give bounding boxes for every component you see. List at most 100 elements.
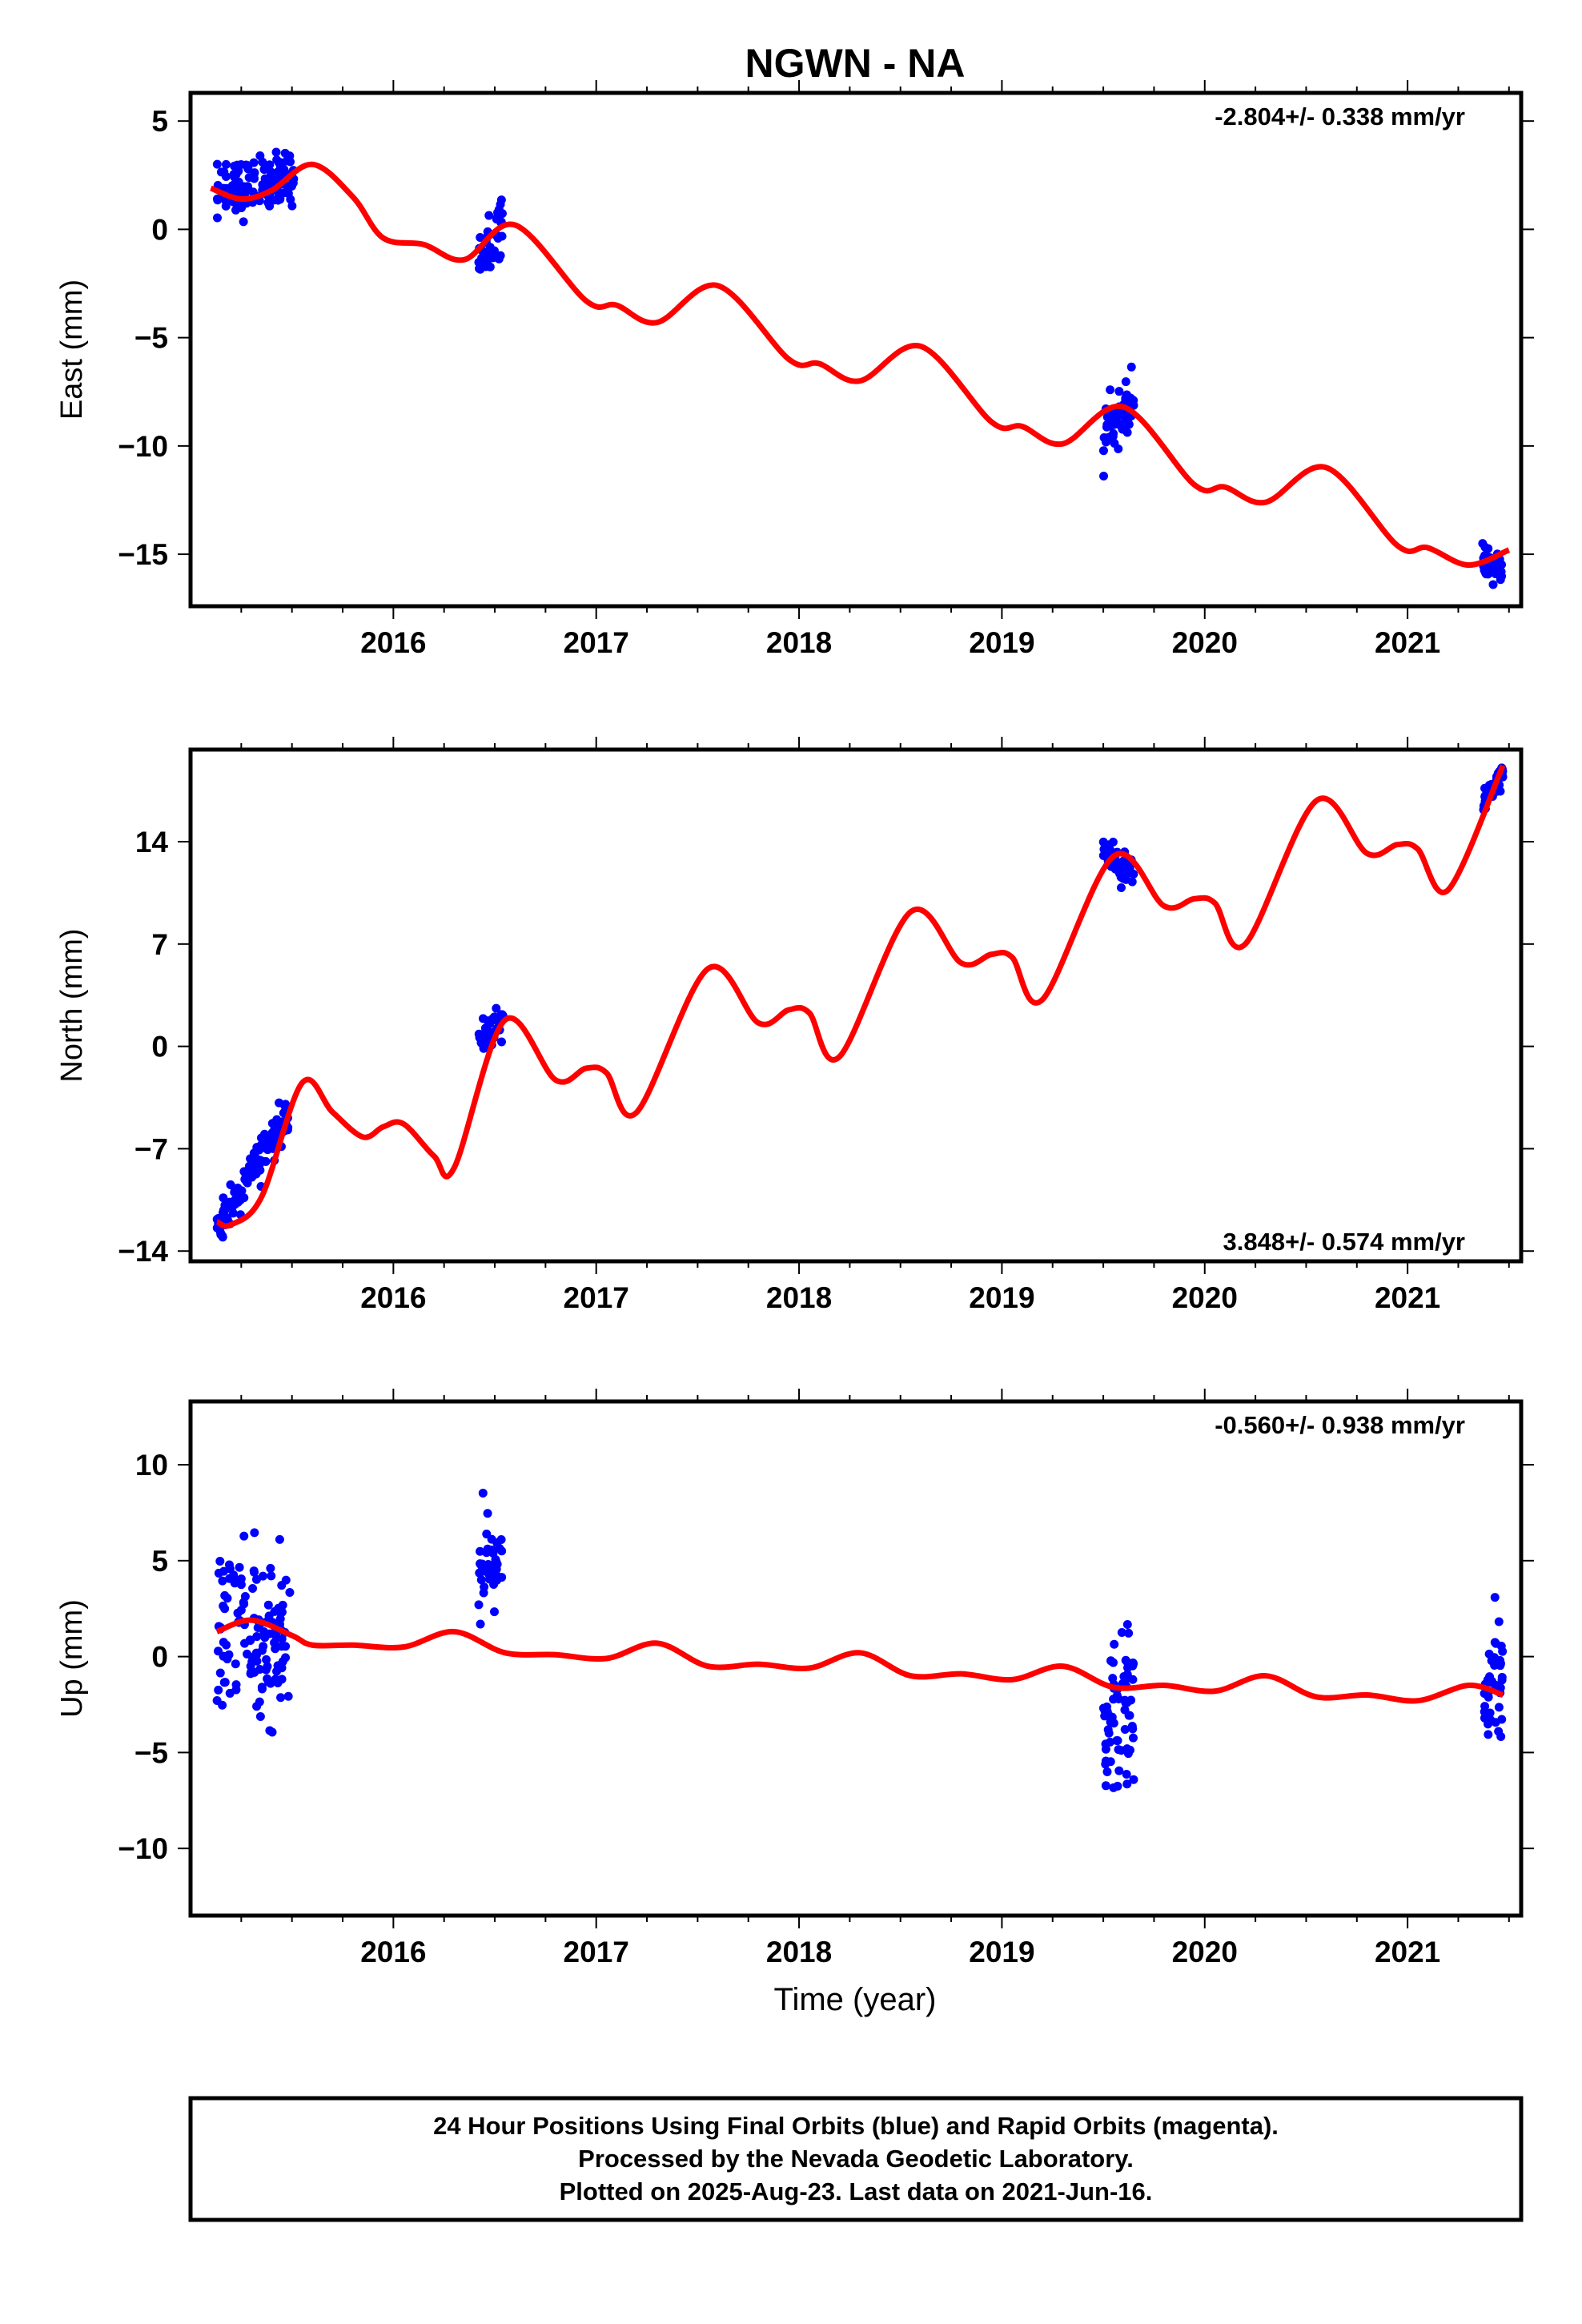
data-point xyxy=(212,159,222,169)
data-point xyxy=(484,211,494,220)
footer-line-2: Processed by the Nevada Geodetic Laborat… xyxy=(578,2145,1134,2173)
data-point xyxy=(218,1232,227,1242)
data-point xyxy=(1106,420,1115,430)
data-point xyxy=(1122,1696,1132,1706)
data-point xyxy=(212,1696,222,1706)
data-point xyxy=(220,1678,230,1687)
data-point xyxy=(1498,1647,1508,1656)
data-point xyxy=(219,1193,228,1203)
data-point xyxy=(268,1629,278,1638)
data-point xyxy=(219,1638,228,1647)
data-point xyxy=(1122,1779,1132,1789)
data-point xyxy=(246,1662,255,1671)
y-axis-label: Up (mm) xyxy=(55,1599,89,1718)
data-point xyxy=(225,1564,235,1574)
data-point xyxy=(475,258,484,267)
chart-title: NGWN - NA xyxy=(745,41,966,86)
data-point xyxy=(263,1677,273,1687)
data-point xyxy=(263,161,273,171)
data-point xyxy=(231,1680,241,1690)
data-point xyxy=(281,1100,291,1109)
data-point xyxy=(267,1134,277,1144)
data-point xyxy=(235,1193,244,1203)
data-point xyxy=(243,164,253,174)
data-point xyxy=(1098,446,1108,456)
data-point xyxy=(485,243,495,252)
data-point xyxy=(476,1037,486,1047)
data-point xyxy=(214,1685,223,1695)
x-tick-label: 2016 xyxy=(360,1936,426,1968)
data-points xyxy=(212,1488,1508,1792)
data-point xyxy=(497,1573,507,1582)
data-point xyxy=(1116,872,1126,882)
data-point xyxy=(283,1691,293,1701)
data-point xyxy=(229,183,239,193)
data-point xyxy=(1488,580,1498,589)
x-tick-label: 2016 xyxy=(360,626,426,659)
y-tick-label: 14 xyxy=(135,826,169,858)
data-point xyxy=(1126,362,1136,372)
data-point xyxy=(476,264,485,274)
data-point xyxy=(250,174,259,183)
data-point xyxy=(243,1178,252,1188)
footer-line-1: 24 Hour Positions Using Final Orbits (bl… xyxy=(433,2112,1279,2140)
data-point xyxy=(251,1574,261,1584)
data-point xyxy=(1490,1593,1500,1602)
y-tick-label: −10 xyxy=(118,1832,168,1865)
data-point xyxy=(220,1590,230,1600)
data-point xyxy=(1494,1703,1504,1712)
data-point xyxy=(1107,1712,1117,1722)
y-tick-label: 5 xyxy=(151,105,168,138)
data-point xyxy=(215,1557,225,1566)
data-point xyxy=(273,1124,283,1134)
data-point xyxy=(283,183,293,192)
data-point xyxy=(212,213,222,223)
data-point xyxy=(1116,1746,1126,1755)
data-point xyxy=(1114,387,1124,396)
data-point xyxy=(248,1584,258,1594)
data-point xyxy=(287,201,297,211)
data-point xyxy=(1484,544,1493,553)
velocity-rate-label: 3.848+/- 0.574 mm/yr xyxy=(1223,1228,1465,1256)
data-point xyxy=(235,1562,244,1572)
y-tick-label: 0 xyxy=(151,1641,168,1674)
y-tick-label: 5 xyxy=(151,1545,168,1578)
x-tick-label: 2021 xyxy=(1375,1936,1440,1968)
data-point xyxy=(483,1544,492,1554)
data-point xyxy=(261,1665,271,1675)
data-point xyxy=(1110,859,1120,869)
data-point xyxy=(280,148,290,158)
x-tick-label: 2019 xyxy=(969,1936,1034,1968)
data-point xyxy=(1128,1659,1138,1668)
data-point xyxy=(492,1538,502,1548)
data-point xyxy=(1103,1725,1113,1735)
y-tick-label: 0 xyxy=(151,1031,168,1063)
data-point xyxy=(275,1608,285,1618)
model-fit-line xyxy=(210,161,1511,569)
data-point xyxy=(1116,421,1126,431)
x-tick-label: 2020 xyxy=(1172,1936,1238,1968)
x-tick-label: 2016 xyxy=(360,1281,426,1314)
plot-frame xyxy=(188,1399,1524,1918)
data-point xyxy=(497,209,507,219)
data-point xyxy=(221,201,231,211)
data-point xyxy=(1114,1695,1123,1704)
data-point xyxy=(251,1650,261,1659)
data-point xyxy=(1114,1766,1124,1775)
data-point xyxy=(225,1688,235,1698)
data-point xyxy=(474,1600,484,1610)
data-point xyxy=(488,1015,498,1025)
data-point xyxy=(1122,1620,1132,1630)
data-point xyxy=(1480,1713,1489,1723)
data-points xyxy=(212,147,1507,589)
data-point xyxy=(476,1546,485,1556)
y-tick-label: 0 xyxy=(151,213,168,246)
data-point xyxy=(273,1661,283,1671)
x-tick-label: 2017 xyxy=(564,626,629,659)
data-point xyxy=(1493,562,1503,572)
data-point xyxy=(267,1571,276,1581)
data-point xyxy=(1127,877,1137,887)
data-point xyxy=(1101,1759,1110,1769)
data-point xyxy=(271,147,281,157)
data-point xyxy=(231,205,240,215)
